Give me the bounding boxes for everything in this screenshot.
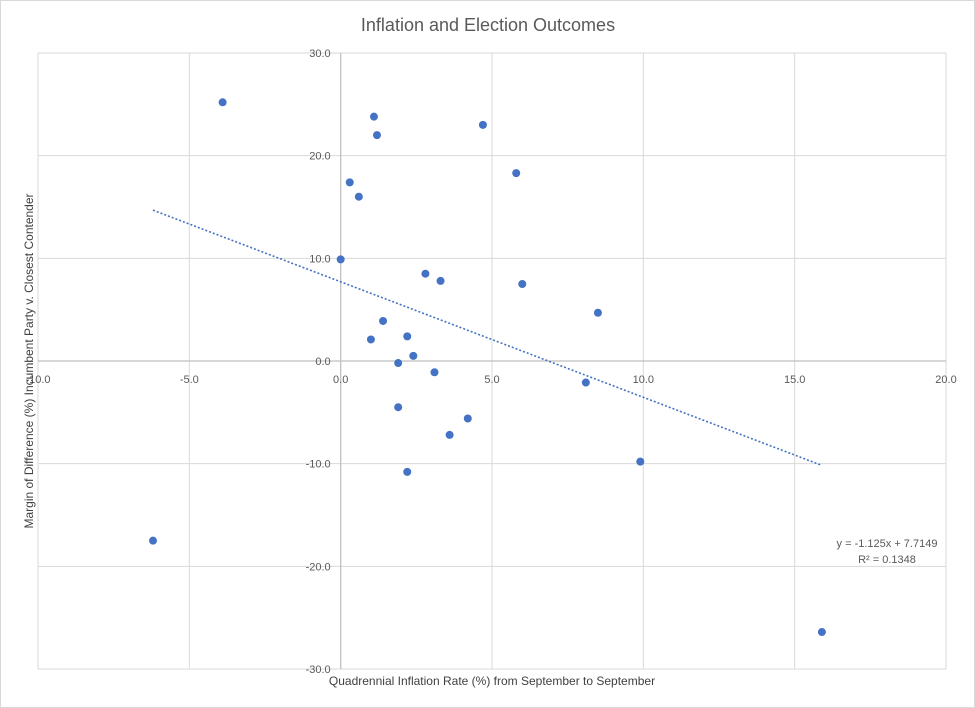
data-point xyxy=(354,192,363,201)
y-tick-label: 10.0 xyxy=(309,253,330,265)
y-axis-label: Margin of Difference (%) Incumbent Party… xyxy=(22,193,36,528)
trendline-r-squared: R² = 0.1348 xyxy=(858,554,916,566)
x-tick-label: -10.0 xyxy=(25,374,50,386)
data-point xyxy=(817,628,826,637)
data-point xyxy=(445,430,454,439)
trendline-equation: y = -1.125x + 7.7149 xyxy=(837,538,938,550)
data-point xyxy=(518,280,527,288)
x-tick-label: 5.0 xyxy=(484,374,499,386)
data-point xyxy=(478,120,487,129)
x-tick-label: -5.0 xyxy=(180,374,199,386)
data-point xyxy=(512,169,521,178)
data-point xyxy=(403,467,412,476)
y-tick-label: -10.0 xyxy=(306,459,331,471)
data-point xyxy=(430,368,439,377)
data-points xyxy=(149,98,826,637)
data-point xyxy=(593,308,602,317)
x-axis-label: Quadrennial Inflation Rate (%) from Sept… xyxy=(329,674,655,688)
data-point xyxy=(403,332,412,341)
y-tick-label: -20.0 xyxy=(306,561,331,573)
y-tick-label: -30.0 xyxy=(306,664,331,676)
data-point xyxy=(421,269,430,278)
data-point xyxy=(394,359,403,368)
data-point xyxy=(372,131,381,140)
data-point xyxy=(369,112,378,121)
trendline xyxy=(152,209,823,467)
data-point xyxy=(379,316,388,325)
data-point xyxy=(463,414,472,423)
data-point xyxy=(636,457,645,466)
data-point xyxy=(366,335,375,344)
data-point xyxy=(581,378,590,387)
grid xyxy=(37,52,947,670)
y-tick-label: 30.0 xyxy=(309,48,330,60)
data-point xyxy=(336,255,345,264)
data-point xyxy=(409,351,418,360)
data-point xyxy=(149,536,158,545)
data-point xyxy=(436,276,445,285)
x-tick-label: 0.0 xyxy=(333,374,348,386)
x-tick-label: 10.0 xyxy=(633,374,654,386)
y-tick-label: 0.0 xyxy=(315,356,330,368)
data-point xyxy=(218,98,227,107)
x-tick-label: 20.0 xyxy=(935,374,956,386)
y-tick-label: 20.0 xyxy=(309,151,330,163)
tick-labels: -10.0 -5.0 0.0 5.0 10.0 15.0 20.0 -30.0 -20.0 -10… xyxy=(25,48,956,676)
data-point xyxy=(394,403,403,412)
x-tick-label: 15.0 xyxy=(784,374,805,386)
data-point xyxy=(345,178,354,187)
chart-title: Inflation and Election Outcomes xyxy=(361,15,615,35)
